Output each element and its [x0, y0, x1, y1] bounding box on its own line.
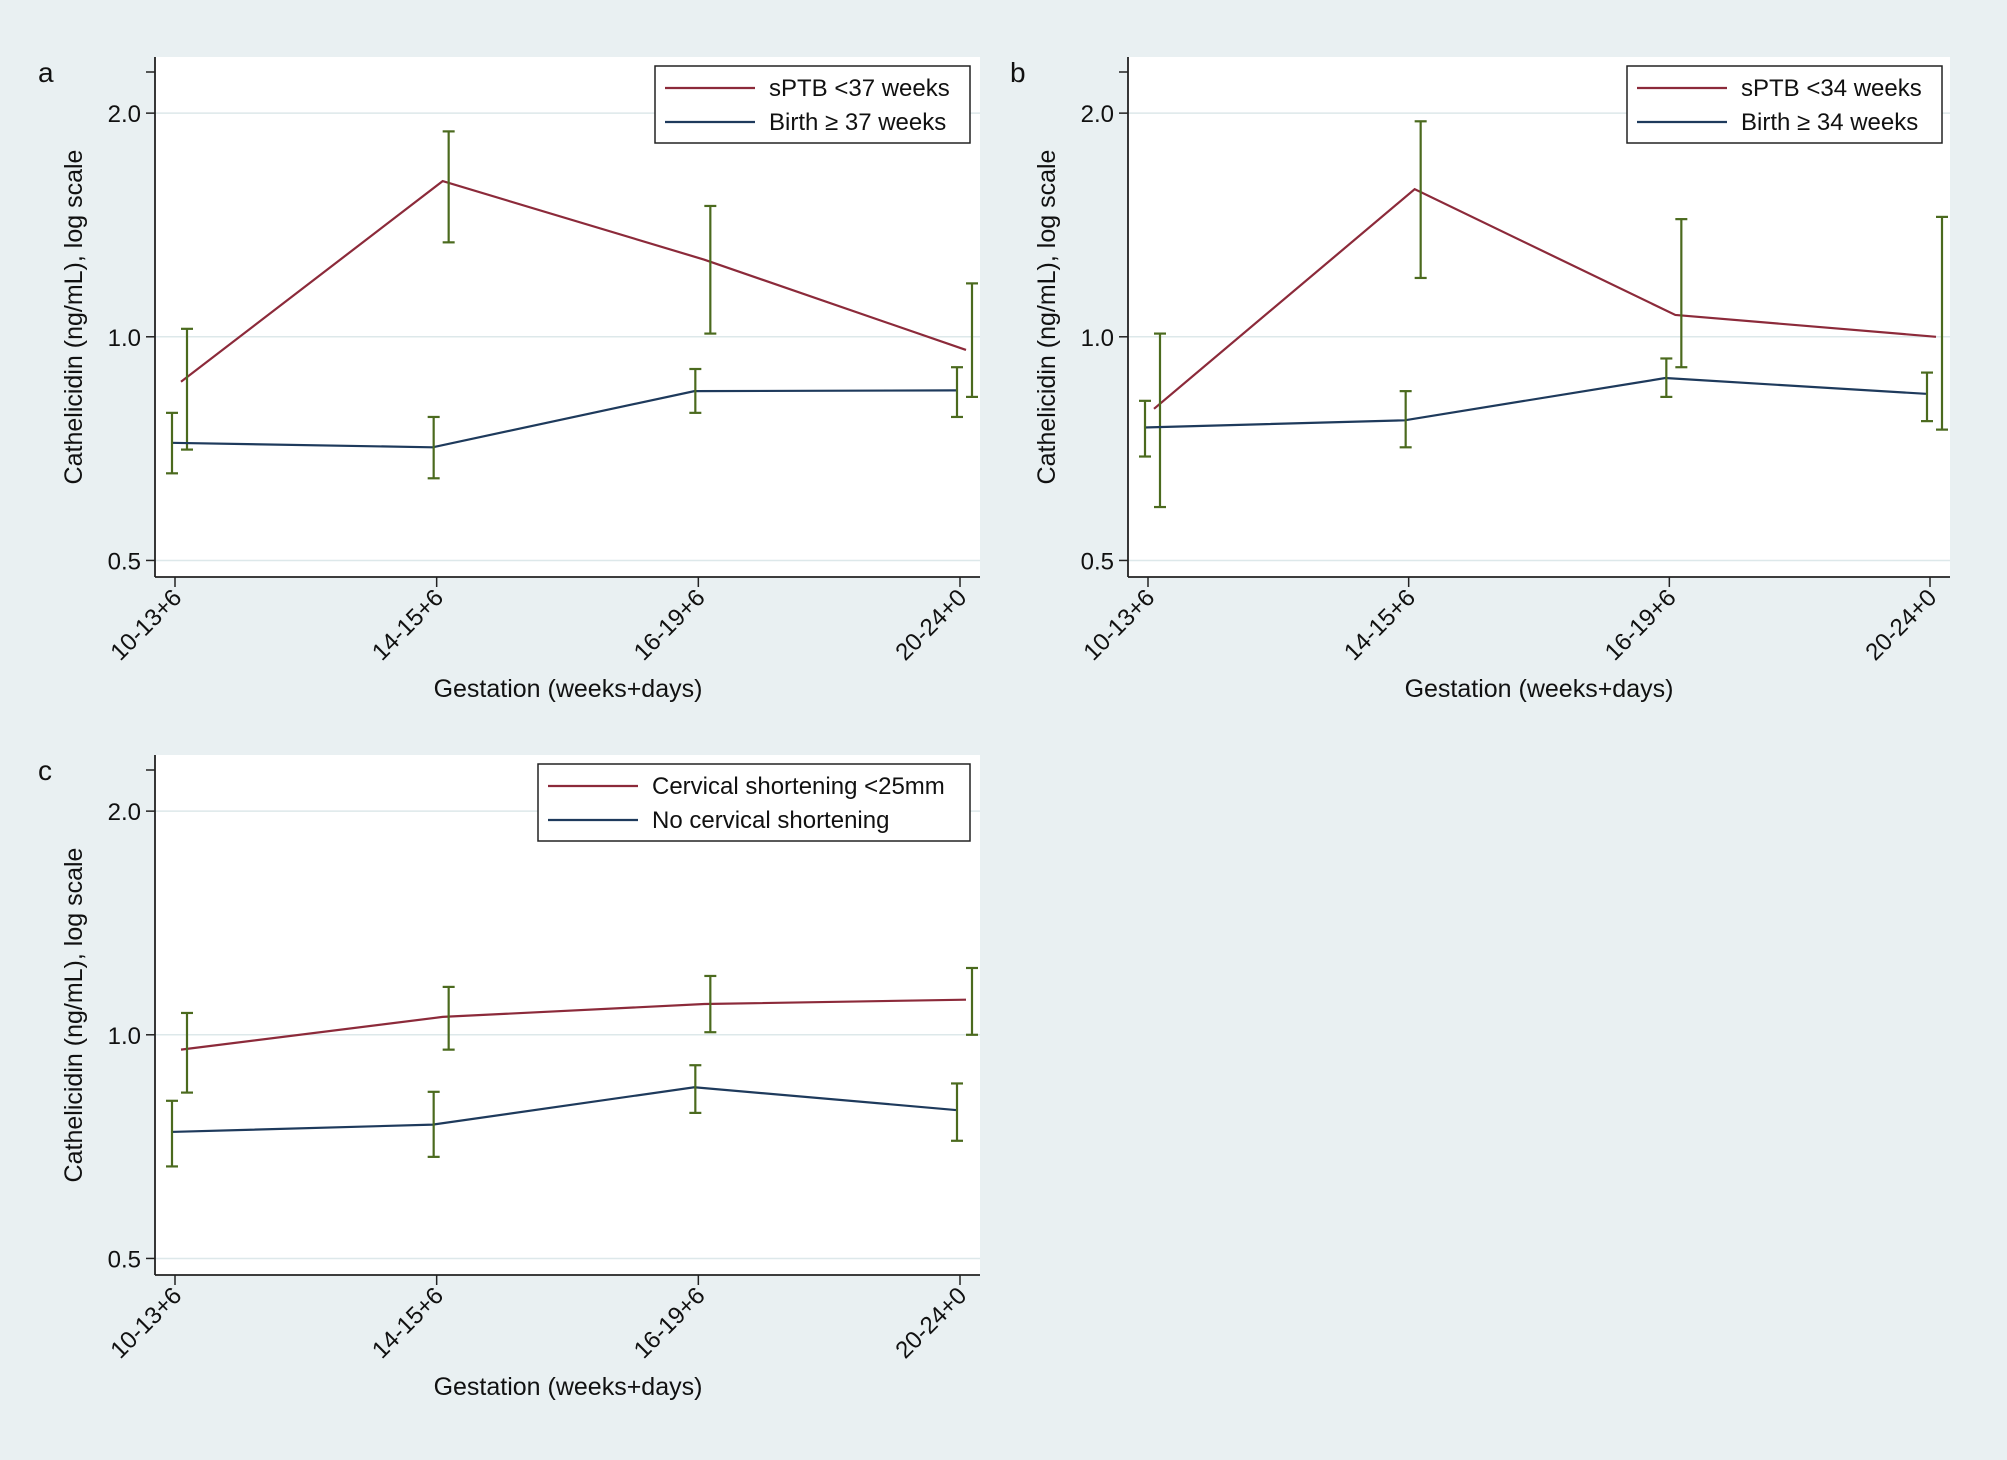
legend-label: sPTB <34 weeks	[1741, 75, 1922, 102]
series-line	[180, 179, 967, 383]
legend-label: Cervical shortening <25mm	[652, 773, 945, 800]
legend-box	[537, 763, 971, 842]
y-tick-label: 1.0	[108, 1023, 141, 1050]
legend-label: No cervical shortening	[652, 807, 889, 834]
y-tick-label: 0.5	[1081, 548, 1114, 575]
series-line	[170, 1086, 957, 1134]
y-axis-label: Cathelicidin (ng/mL), log scale	[1033, 150, 1061, 485]
legend-box	[654, 65, 971, 144]
panel-label: a	[38, 57, 54, 88]
y-tick-label: 0.5	[108, 1246, 141, 1273]
panel-label: c	[38, 755, 52, 786]
y-tick-label: 2.0	[108, 799, 141, 826]
legend-label: Birth ≥ 34 weeks	[1741, 109, 1918, 136]
legend-label: sPTB <37 weeks	[769, 75, 950, 102]
panel-c: c Cathelicidin (ng/mL), log scale Gestat…	[38, 755, 980, 1401]
x-axis-label: Gestation (weeks+days)	[434, 675, 703, 703]
series-line	[1153, 187, 1937, 410]
legend-box	[1626, 65, 1943, 144]
y-tick-label: 2.0	[1081, 101, 1114, 128]
y-tick-label: 1.0	[108, 325, 141, 352]
panel-label: b	[1010, 57, 1026, 88]
y-axis-label: Cathelicidin (ng/mL), log scale	[60, 848, 88, 1183]
series-line	[170, 389, 957, 449]
y-tick-label: 2.0	[108, 101, 141, 128]
panel-a: a Cathelicidin (ng/mL), log scale Gestat…	[38, 57, 980, 703]
legend-label: Birth ≥ 37 weeks	[769, 109, 946, 136]
series-line	[1143, 376, 1927, 429]
series-line	[180, 998, 967, 1051]
legend: sPTB <34 weeks Birth ≥ 34 weeks	[1626, 65, 1943, 144]
y-tick-label: 0.5	[108, 548, 141, 575]
legend: Cervical shortening <25mm No cervical sho…	[537, 763, 971, 842]
x-axis-label: Gestation (weeks+days)	[434, 1373, 703, 1401]
y-tick-label: 1.0	[1081, 325, 1114, 352]
x-axis-label: Gestation (weeks+days)	[1405, 675, 1674, 703]
y-axis-label: Cathelicidin (ng/mL), log scale	[60, 150, 88, 485]
panel-b: b Cathelicidin (ng/mL), log scale Gestat…	[1010, 57, 1950, 703]
legend: sPTB <37 weeks Birth ≥ 37 weeks	[654, 65, 971, 144]
